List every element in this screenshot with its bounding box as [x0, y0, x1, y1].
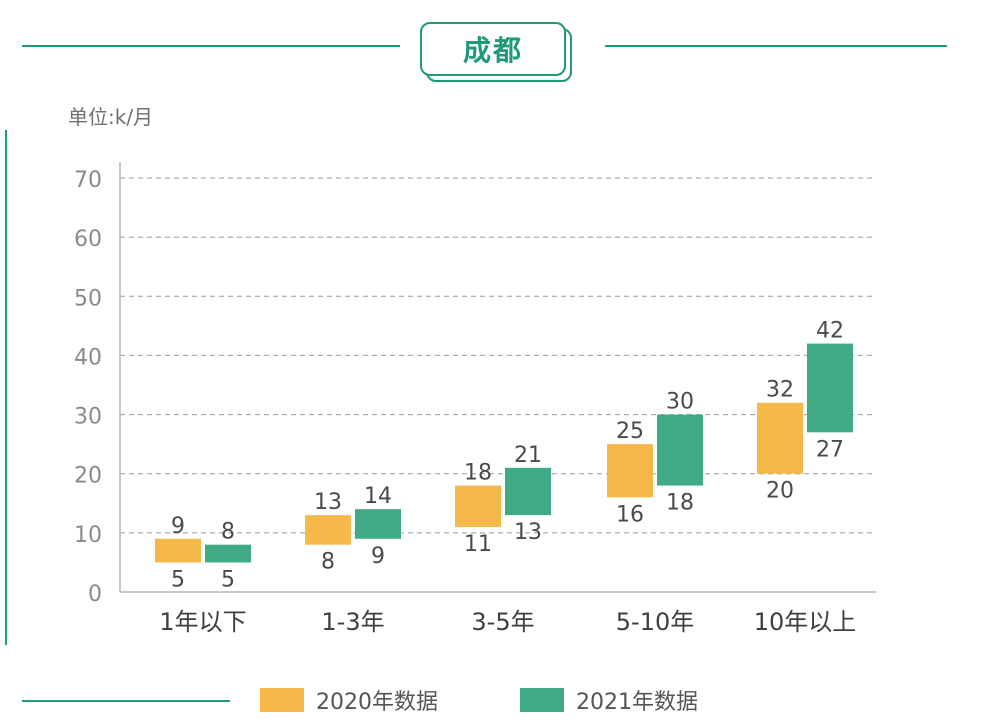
data-label-low-1-1: 9	[371, 544, 385, 569]
x-tick-label-0: 1年以下	[159, 608, 246, 636]
data-label-low-1-0: 5	[221, 567, 235, 592]
data-label-high-0-3: 25	[616, 419, 644, 444]
y-tick-label-30: 30	[74, 405, 102, 430]
data-label-high-0-1: 13	[314, 490, 342, 515]
bar-2020-2	[455, 485, 501, 527]
x-tick-label-3: 5-10年	[616, 608, 694, 636]
title-badge-box: 成都	[420, 22, 566, 76]
y-tick-label-20: 20	[74, 464, 102, 489]
data-label-low-0-0: 5	[171, 567, 185, 592]
legend-2021: 2021年数据	[520, 684, 698, 716]
footer-rule-left	[22, 700, 230, 702]
data-label-low-1-2: 13	[514, 520, 542, 545]
legend-swatch-2020	[260, 688, 304, 712]
data-label-high-1-3: 30	[666, 390, 694, 415]
y-tick-label-0: 0	[88, 582, 102, 607]
legend-2020: 2020年数据	[260, 684, 438, 716]
x-tick-label-2: 3-5年	[471, 608, 534, 636]
bar-2021-3	[657, 414, 703, 486]
data-label-low-1-3: 18	[666, 491, 694, 516]
y-tick-label-10: 10	[74, 523, 102, 548]
y-tick-label-60: 60	[74, 227, 102, 252]
bar-2021-4	[807, 343, 853, 433]
y-tick-label-70: 70	[74, 168, 102, 193]
bar-2020-4	[757, 402, 803, 474]
data-label-high-1-1: 14	[364, 484, 392, 509]
header-rule-right	[605, 45, 947, 47]
chart-title: 成都	[462, 34, 523, 67]
bar-2020-1	[305, 515, 351, 545]
legend-swatch-2021	[520, 688, 564, 712]
y-tick-label-50: 50	[74, 286, 102, 311]
data-label-low-1-4: 27	[816, 437, 844, 462]
data-label-high-0-2: 18	[464, 461, 492, 486]
left-accent-bar	[5, 130, 7, 645]
bar-2020-0	[155, 538, 201, 563]
data-label-high-0-4: 32	[766, 378, 794, 403]
legend-label-2020: 2020年数据	[316, 690, 438, 715]
bar-2021-2	[505, 467, 551, 516]
bar-2020-3	[607, 444, 653, 498]
bar-2021-0	[205, 544, 251, 563]
legend-label-2021: 2021年数据	[576, 690, 698, 715]
data-label-low-0-3: 16	[616, 502, 644, 527]
data-label-high-0-0: 9	[171, 514, 185, 539]
x-tick-label-4: 10年以上	[754, 608, 857, 636]
unit-label: 单位:k/月	[68, 105, 154, 129]
bar-2021-1	[355, 509, 401, 539]
data-label-high-1-2: 21	[514, 443, 542, 468]
y-tick-label-40: 40	[74, 345, 102, 370]
title-badge: 成都	[420, 22, 572, 82]
data-label-low-0-1: 8	[321, 550, 335, 575]
data-label-high-1-4: 42	[816, 319, 844, 344]
data-label-low-0-4: 20	[766, 479, 794, 504]
header-rule-left	[22, 45, 400, 47]
data-label-high-1-0: 8	[221, 520, 235, 545]
x-tick-label-1: 1-3年	[321, 608, 384, 636]
data-label-low-0-2: 11	[464, 532, 492, 557]
